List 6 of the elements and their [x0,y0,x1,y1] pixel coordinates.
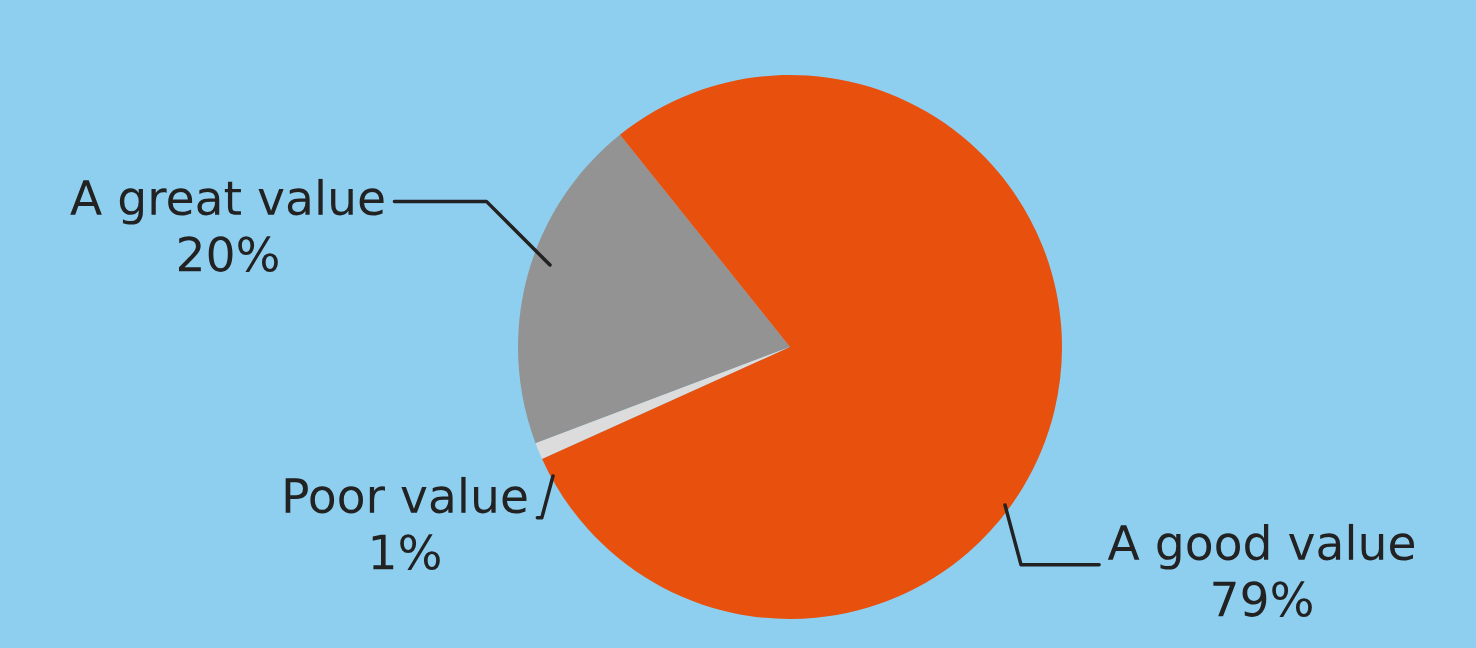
slice-label: Poor value [285,476,527,514]
slice-label: A good value [1107,523,1414,570]
data-label: 1% [372,534,440,570]
data-label: 20% [178,236,278,272]
slice-label: A great value [70,178,384,225]
data-label: 79% [1213,581,1312,617]
